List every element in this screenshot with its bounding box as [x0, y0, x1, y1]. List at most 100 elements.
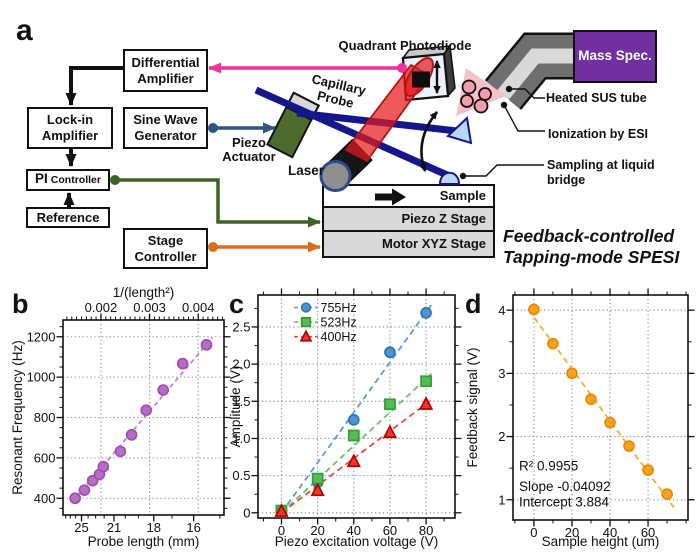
svg-text:60: 60	[641, 525, 655, 540]
box-line: Amplifier	[137, 70, 194, 86]
fit-annotation-line: Slope -0.04092	[519, 479, 611, 494]
svg-text:1000: 1000	[27, 370, 56, 385]
caption-line: Feedback-controlled	[503, 226, 675, 246]
svg-text:40: 40	[347, 523, 361, 538]
svg-text:25: 25	[74, 520, 88, 535]
legend-item-523Hz: 523Hz	[321, 315, 357, 329]
esi-spray	[456, 68, 506, 116]
svg-text:16: 16	[186, 520, 200, 535]
svg-text:3: 3	[498, 366, 505, 381]
chart-b: 25 21 18 16 400 600 800 1000 1200 0.002 0.003 0.004…	[10, 285, 231, 549]
legend-item-400Hz: 400Hz	[321, 330, 357, 344]
photodiode-quadrant-mark	[412, 71, 430, 88]
box-line: Differential	[131, 54, 200, 70]
quadrant-photodiode-label: Quadrant Photodiode	[338, 38, 472, 53]
oscillation-arc-arrow	[419, 111, 439, 172]
arrow-diffamp-to-lockin	[65, 66, 123, 106]
figure-caption: Feedback-controlled Tapping-mode SPESI	[503, 226, 679, 269]
differential-amplifier-box: Differential Amplifier	[123, 49, 208, 92]
piezo-actuator-label: Piezo Actuator	[212, 135, 286, 165]
panel-label-c: c	[229, 289, 244, 319]
diagram-overlay	[63, 44, 545, 253]
box-line: Amplifier	[41, 128, 99, 143]
svg-text:2.5: 2.5	[232, 320, 250, 335]
svg-text:800: 800	[34, 410, 56, 425]
caption-line: Tapping-mode SPESI	[503, 247, 680, 268]
svg-text:1.5: 1.5	[232, 394, 250, 409]
svg-text:2.0: 2.0	[232, 357, 250, 372]
svg-text:20: 20	[310, 523, 324, 538]
chart-d-y-axis-title: Feedback signal (V)	[465, 347, 480, 467]
box-line: Sine Wave	[133, 112, 198, 128]
svg-text:21: 21	[107, 520, 121, 535]
svg-text:1.0: 1.0	[232, 431, 250, 446]
panel-label-b: b	[12, 289, 29, 319]
laser-label: Laser	[288, 163, 325, 178]
mass-spec-box: Mass Spec.	[573, 30, 657, 83]
box-line: PI	[35, 171, 48, 186]
sine-wave-generator-box: Sine Wave Generator	[123, 107, 208, 149]
series-feedback-signal	[528, 303, 673, 500]
stage-control-dot	[208, 242, 218, 252]
svg-text:0.004: 0.004	[182, 300, 215, 315]
series-resonant-frequency	[69, 338, 213, 505]
svg-text:0: 0	[530, 525, 537, 540]
svg-text:60: 60	[383, 523, 397, 538]
panel-label-d: d	[465, 289, 482, 319]
lock-in-amplifier-box: Lock-in Amplifier	[27, 107, 113, 149]
sine-wave-dot	[208, 123, 218, 133]
chart-b-x-axis-title: Probe length (mm)	[88, 534, 200, 549]
photodiode-signal-dot	[397, 63, 407, 73]
svg-text:600: 600	[34, 450, 56, 465]
label-line: Sampling at liquid	[547, 158, 655, 172]
chart-b-y-axis-title: Resonant Frequency (Hz)	[10, 340, 25, 495]
svg-text:400: 400	[34, 491, 56, 506]
svg-text:0.002: 0.002	[85, 300, 118, 315]
heated-sus-tube-label: Heated SUS tube	[546, 91, 647, 105]
chart-d: 0 20 40 60 1 2 3 4 Sample height (um) Feedback si…	[465, 288, 695, 549]
svg-text:1: 1	[498, 492, 505, 507]
pi-controller-box: PI Controller	[26, 169, 110, 191]
chart-b-top-axis-title: 1/(length²)	[113, 285, 175, 300]
fit-annotation-line: Intercept 3.884	[519, 495, 610, 510]
feedback-arrow	[115, 178, 321, 228]
svg-text:80: 80	[419, 523, 433, 538]
sampling-label: Sampling at liquid bridge	[547, 158, 655, 188]
panel-label-a: a	[16, 14, 33, 47]
svg-text:0.5: 0.5	[232, 468, 250, 483]
label-line: bridge	[547, 173, 586, 187]
callout-dot-heated-tube	[505, 85, 513, 93]
callout-dot-ionization	[500, 101, 508, 109]
motor-xyz-stage-box: Motor XYZ Stage	[322, 230, 495, 258]
chart-d-x-axis-title: Sample height (um)	[542, 534, 660, 549]
probe-tip-triangle	[446, 115, 473, 145]
capillary-probe-lower-line	[254, 86, 449, 179]
chart-c-x-axis-title: Piezo excitation voltage (V)	[275, 534, 439, 549]
callout-lines	[463, 88, 545, 177]
svg-text:2: 2	[498, 429, 505, 444]
svg-text:0: 0	[243, 505, 250, 520]
box-line: Generator	[134, 128, 197, 143]
fit-annotation-line: R² 0.9955	[519, 459, 578, 474]
svg-text:0: 0	[278, 523, 285, 538]
feedback-dot	[110, 175, 120, 185]
reference-box: Reference	[26, 207, 110, 228]
ionization-by-esi-label: Ionization by ESI	[548, 127, 649, 141]
chart-c-y-axis-title: Amplitude (V)	[228, 366, 243, 448]
box-line: Mass Spec.	[578, 48, 652, 64]
label-line: Actuator	[222, 149, 276, 165]
box-line: Controller	[134, 248, 197, 264]
stage-controller-box: Stage Controller	[123, 228, 208, 269]
box-line: Lock-in	[46, 112, 94, 128]
callout-dot-sampling	[459, 172, 467, 180]
scan-direction-arrow-icon	[375, 188, 406, 206]
liquid-bridge-droplet	[438, 171, 461, 185]
label-line: Piezo	[232, 135, 266, 150]
box-line: Controller	[50, 174, 101, 186]
box-line: Stage	[147, 232, 184, 248]
svg-text:1200: 1200	[27, 329, 56, 344]
chart-c: 0 20 40 60 80 0 0.5 1.0 1.5 2.0 2.5 Piezo excitatio…	[228, 288, 462, 549]
svg-text:4: 4	[498, 303, 505, 318]
